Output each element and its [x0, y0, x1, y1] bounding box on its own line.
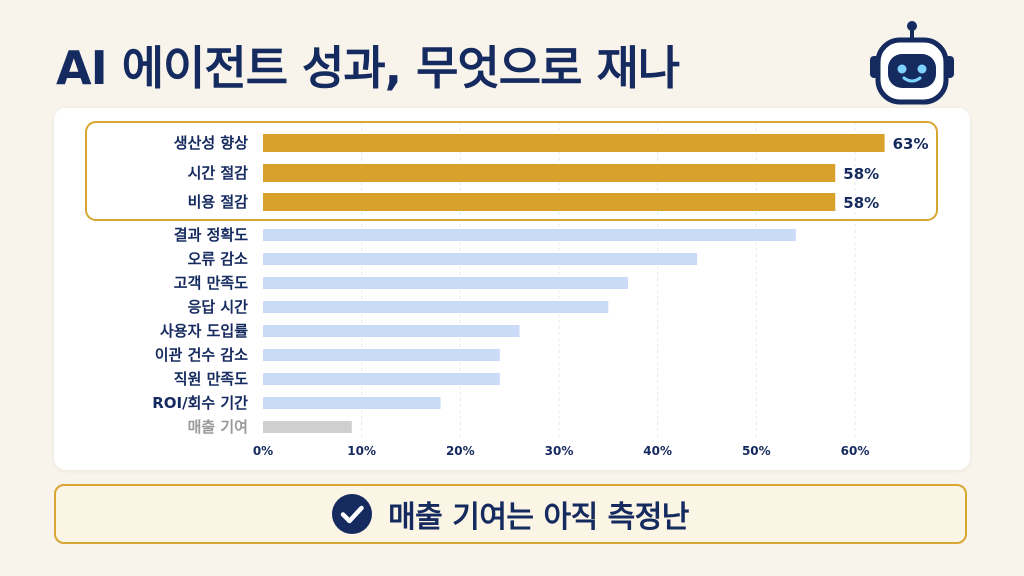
- category-label: ROI/회수 기간: [152, 394, 248, 412]
- category-label: 오류 감소: [188, 250, 249, 268]
- x-tick-label: 0%: [253, 444, 273, 458]
- value-label: 58%: [843, 165, 879, 183]
- bar: [263, 229, 796, 241]
- value-label: 58%: [843, 194, 879, 212]
- x-tick-label: 10%: [347, 444, 376, 458]
- banner-text: 매출 기여는 아직 측정난: [388, 500, 689, 535]
- bar: [263, 277, 629, 289]
- category-label: 사용자 도입률: [160, 322, 248, 340]
- bar: [263, 164, 836, 182]
- check-circle-icon: [332, 494, 373, 534]
- bar: [263, 134, 885, 152]
- x-tick-label: 40%: [643, 444, 672, 458]
- bar: [263, 397, 441, 409]
- robot-icon: [870, 21, 954, 105]
- x-tick-label: 60%: [841, 444, 870, 458]
- bar: [263, 349, 500, 361]
- category-label: 비용 절감: [188, 193, 249, 211]
- category-label: 이관 건수 감소: [155, 346, 248, 364]
- x-tick-label: 50%: [742, 444, 771, 458]
- summary-banner: 매출 기여는 아직 측정난: [54, 484, 967, 544]
- category-label: 응답 시간: [188, 298, 249, 316]
- bar: [263, 301, 609, 313]
- category-label: 결과 정확도: [174, 226, 248, 244]
- bar: [263, 325, 520, 337]
- x-tick-label: 20%: [446, 444, 475, 458]
- value-label: 63%: [893, 135, 929, 153]
- bar: [263, 193, 836, 211]
- bar: [263, 421, 352, 433]
- page-title: AI 에이전트 성과, 무엇으로 재나: [56, 41, 680, 95]
- bar: [263, 373, 500, 385]
- category-label: 매출 기여: [188, 418, 248, 436]
- category-label: 시간 절감: [188, 164, 249, 182]
- bar: [263, 253, 698, 265]
- x-tick-label: 30%: [545, 444, 574, 458]
- category-label: 직원 만족도: [174, 370, 248, 388]
- highlight-frame: [85, 121, 938, 221]
- category-label: 고객 만족도: [174, 274, 248, 292]
- category-label: 생산성 향상: [174, 134, 248, 152]
